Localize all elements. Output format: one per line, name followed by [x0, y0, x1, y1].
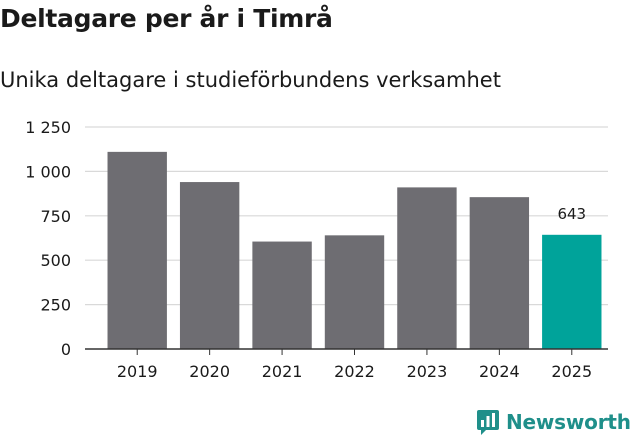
- chart-title: Deltagare per år i Timrå: [0, 4, 333, 33]
- data-label: 643: [557, 205, 586, 223]
- x-tick-label: 2025: [551, 362, 592, 381]
- bar-2020: [179, 182, 240, 349]
- y-tick-label: 500: [40, 251, 71, 270]
- y-tick-label: 0: [61, 340, 71, 359]
- bar-chart: 0 250 500 750 1 000 1 250 2019 2020 2021 2022 2023…: [25, 118, 608, 381]
- x-tick-label: 2023: [407, 362, 448, 381]
- chart-subtitle: Unika deltagare i studieförbundens verks…: [0, 68, 501, 92]
- newsworthy-logo-icon: [477, 410, 499, 435]
- bar-2024: [469, 197, 530, 349]
- x-tick-label: 2019: [117, 362, 158, 381]
- x-tick-label: 2022: [334, 362, 375, 381]
- x-tick-label: 2021: [262, 362, 303, 381]
- brand-name: Newsworthy: [506, 410, 631, 434]
- y-tick-label: 1 000: [25, 162, 71, 181]
- brand-logo: Newsworthy: [476, 406, 631, 438]
- y-tick-label: 1 250: [25, 118, 71, 137]
- bar-2025: [542, 234, 602, 349]
- bar-2021: [252, 241, 312, 349]
- x-tick-label: 2024: [479, 362, 520, 381]
- bar-2022: [324, 235, 385, 349]
- bar-2023: [397, 187, 457, 349]
- bar-2019: [107, 151, 167, 349]
- y-tick-label: 750: [40, 207, 71, 226]
- y-tick-label: 250: [40, 296, 71, 315]
- x-tick-label: 2020: [189, 362, 230, 381]
